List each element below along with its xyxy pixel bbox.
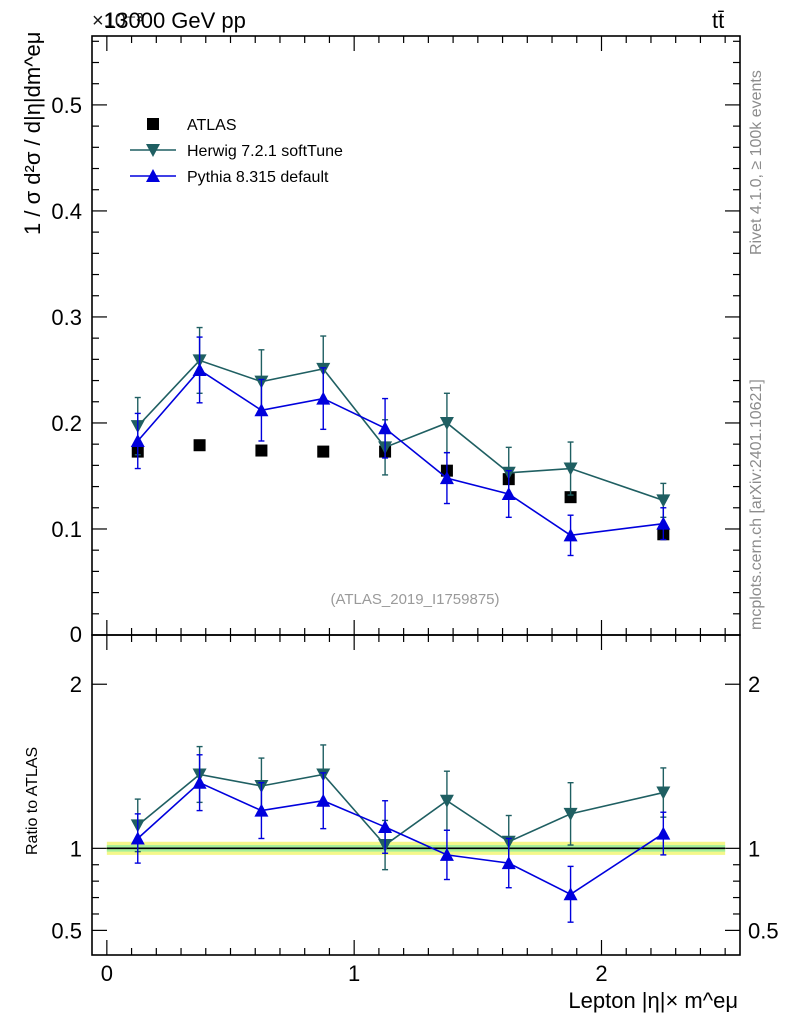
- legend-herwig-7-2-1-softtune-marker: [146, 144, 160, 157]
- ratio-pythia-8-315-default-point: [656, 826, 671, 840]
- ratio-pythia-8-315-default-point: [192, 775, 207, 789]
- analysis-label: (ATLAS_2019_I1759875): [330, 591, 499, 608]
- ratio-pythia-8-315-default-point: [130, 831, 145, 845]
- main-panel: 0.1 0.2 0.3 0.4 0.5 0 1 / σ d²σ / d|η|dm^eμ (AT…: [20, 32, 741, 647]
- ratio-pythia-8-315-default-point: [439, 847, 454, 861]
- y-exponent-label: ×10⁻³: [92, 10, 144, 32]
- pythia-8-315-default-point: [130, 433, 145, 447]
- atlas-point: [193, 439, 206, 452]
- pythia-8-315-default-point: [378, 421, 393, 435]
- energy-label: 13000 GeV pp: [104, 8, 246, 33]
- y-tick-label-zero: 0: [70, 622, 82, 647]
- y-tick-label: 0.1: [51, 517, 82, 542]
- y-tick-label-right: 2: [748, 672, 760, 697]
- legend-pythia-8-315-default-label: Pythia 8.315 default: [187, 169, 329, 186]
- ratio-pythia-8-315-default-point: [316, 793, 331, 807]
- ratio-herwig-7-2-1-softtune-point: [563, 807, 578, 821]
- ratio-panel: 0 1 2 0.5 0.5 1 1 2 2 Ratio to ATLAS Lepton |η|× m…: [24, 634, 779, 1013]
- x-axis-label: Lepton |η|× m^eμ: [568, 988, 738, 1013]
- legend-herwig-7-2-1-softtune-label: Herwig 7.2.1 softTune: [187, 143, 343, 160]
- y-tick-label: 0.2: [51, 411, 82, 436]
- ratio-y-axis-label: Ratio to ATLAS: [24, 747, 41, 855]
- y-axis-label: 1 / σ d²σ / d|η|dm^eμ: [20, 32, 45, 235]
- pythia-8-315-default-point: [656, 516, 671, 530]
- herwig-7-2-1-softtune-point: [563, 462, 578, 476]
- y-tick-label-right: 0.5: [748, 918, 779, 943]
- atlas-point: [255, 444, 268, 457]
- ratio-pythia-8-315-default-line: [137, 781, 664, 896]
- x-tick-label: 1: [348, 961, 360, 986]
- ratio-pythia-8-315-default-point: [501, 856, 516, 870]
- legend-atlas-label: ATLAS: [187, 117, 237, 134]
- pythia-8-315-default-point: [254, 403, 269, 417]
- y-tick-label-right: 1: [748, 836, 760, 861]
- mcplots-label: mcplots.cern.ch [arXiv:2401.10621]: [748, 379, 765, 630]
- x-tick-label: 2: [595, 961, 607, 986]
- ratio-herwig-7-2-1-softtune-point: [656, 786, 671, 800]
- pythia-8-315-default-point: [563, 528, 578, 542]
- atlas-point: [317, 445, 330, 458]
- pythia-8-315-default-line: [137, 368, 664, 537]
- pythia-8-315-default-point: [192, 362, 207, 376]
- herwig-7-2-1-softtune-point: [656, 494, 671, 508]
- ratio-frame: [91, 634, 741, 956]
- y-tick-label-left: 1: [70, 836, 82, 861]
- rivet-label: Rivet 4.1.0, ≥ 100k events: [748, 70, 765, 255]
- legend-pythia-8-315-default-marker: [146, 169, 160, 182]
- ratio-herwig-7-2-1-softtune-point: [439, 794, 454, 808]
- y-tick-label: 0.3: [51, 305, 82, 330]
- y-tick-label-left: 0.5: [51, 918, 82, 943]
- atlas-point: [564, 491, 577, 504]
- process-label: tt̄: [712, 8, 725, 33]
- y-tick-label: 0.4: [51, 199, 82, 224]
- pythia-8-315-default-point: [439, 471, 454, 485]
- herwig-7-2-1-softtune-point: [439, 416, 454, 430]
- y-tick-label-left: 2: [70, 672, 82, 697]
- y-tick-label: 0.5: [51, 93, 82, 118]
- pythia-8-315-default-point: [501, 486, 516, 500]
- ratio-pythia-8-315-default-point: [378, 820, 393, 833]
- legend-atlas-marker: [147, 118, 159, 130]
- x-tick-label: 0: [101, 961, 113, 986]
- ratio-pythia-8-315-default-point: [254, 803, 269, 817]
- ratio-pythia-8-315-default-point: [563, 887, 578, 901]
- pythia-8-315-default-point: [316, 391, 331, 405]
